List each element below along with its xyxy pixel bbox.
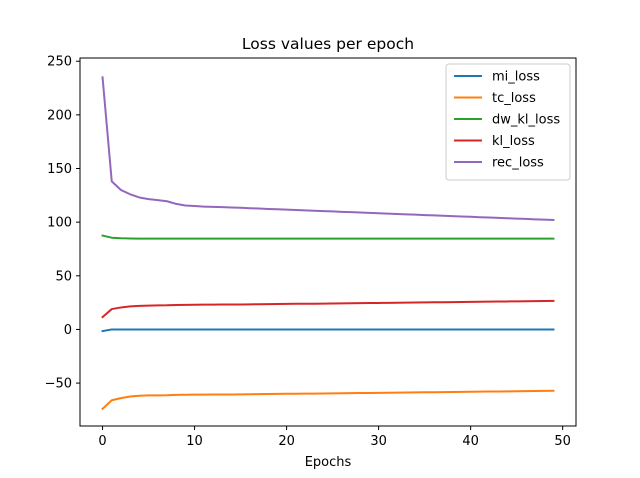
- y-tick-label: 200: [47, 108, 72, 123]
- x-tick-label: 20: [278, 434, 295, 449]
- x-tick-label: 50: [554, 434, 571, 449]
- x-tick-label: 0: [98, 434, 106, 449]
- chart-title: Loss values per epoch: [242, 35, 414, 53]
- x-axis-label: Epochs: [305, 455, 352, 470]
- series-line-tc_loss: [101, 389, 555, 411]
- y-tick-label: 150: [47, 162, 72, 177]
- legend-label-dw_kl_loss: dw_kl_loss: [492, 113, 560, 128]
- x-axis-ticks: 0 10 20 30 40 50: [98, 426, 571, 449]
- y-axis-ticks: −50 0 50 100 150 200 250: [45, 55, 80, 392]
- x-tick-label: 30: [370, 434, 387, 449]
- y-tick-label: 0: [64, 323, 72, 338]
- legend-label-rec_loss: rec_loss: [492, 156, 544, 171]
- series-line-dw_kl_loss: [101, 234, 555, 240]
- legend-label-mi_loss: mi_loss: [492, 70, 540, 85]
- legend-label-kl_loss: kl_loss: [492, 134, 535, 149]
- y-tick-label: 100: [47, 216, 72, 231]
- legend: mi_loss tc_loss dw_kl_loss kl_loss rec_loss: [445, 63, 571, 181]
- series-line-kl_loss: [101, 299, 555, 319]
- y-tick-label: −50: [45, 377, 72, 392]
- series-line-mi_loss: [101, 328, 555, 333]
- x-tick-label: 40: [462, 434, 479, 449]
- y-tick-label: 50: [55, 269, 72, 284]
- series-line-rec_loss: [101, 76, 555, 222]
- legend-box: [445, 63, 571, 181]
- legend-label-tc_loss: tc_loss: [492, 91, 536, 106]
- series-layer: [101, 76, 555, 411]
- y-tick-label: 250: [47, 55, 72, 70]
- x-tick-label: 10: [186, 434, 203, 449]
- plot-area-frame: [79, 57, 577, 427]
